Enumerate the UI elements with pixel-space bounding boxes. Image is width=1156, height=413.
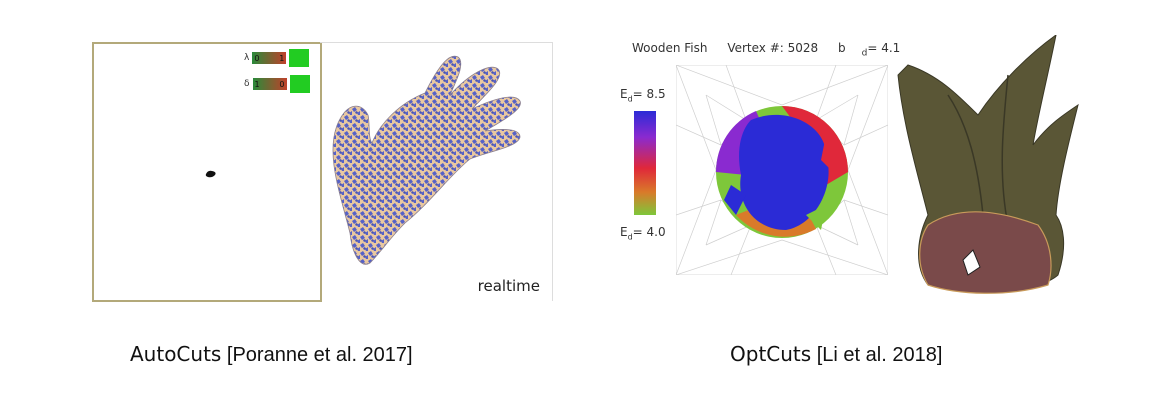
- lambda-swatch: [289, 49, 310, 67]
- optcuts-method-name: OptCuts: [730, 342, 812, 366]
- colorbar-min-subscript: d: [627, 232, 633, 242]
- model-name: Wooden Fish: [632, 41, 708, 55]
- colorbar-max-symbol: E: [620, 87, 628, 101]
- lambda-param-row: λ 0 1: [244, 49, 310, 67]
- colorbar-gradient: [634, 111, 656, 215]
- delta-slider-min: 1: [254, 79, 260, 89]
- colorbar-min-symbol: E: [620, 225, 628, 239]
- uv-chart-blob: [205, 170, 216, 178]
- distortion-bound-subscript: d: [861, 48, 868, 59]
- optcuts-citation: [Li et al. 2018]: [816, 344, 943, 366]
- optcuts-caption: OptCuts [Li et al. 2018]: [730, 342, 942, 367]
- optcuts-figure: Wooden Fish Vertex #: 5028 b d= 4.1 Ed= 8…: [600, 35, 1100, 300]
- uv-mesh-render: [676, 65, 888, 275]
- lambda-slider-max: 1: [279, 53, 285, 63]
- lambda-slider-min: 0: [254, 53, 260, 63]
- autocuts-citation: [Poranne et al. 2017]: [226, 344, 413, 366]
- distortion-bound: b d= 4.1: [838, 41, 916, 59]
- colorbar-min-label: Ed= 4.0: [620, 225, 666, 241]
- uv-parameterization-panel: λ 0 1 δ 1 0: [92, 42, 322, 302]
- autocuts-figure: λ 0 1 δ 1 0: [92, 42, 553, 302]
- distortion-bound-symbol: b: [838, 41, 846, 55]
- fish-3d-render: [897, 35, 1079, 294]
- delta-param-row: δ 1 0: [244, 75, 310, 93]
- colorbar-min-value: = 4.0: [632, 225, 666, 239]
- colorbar-max-subscript: d: [627, 94, 633, 104]
- hand-3d-viewport: realtime: [320, 42, 553, 301]
- lambda-slider[interactable]: 0 1: [252, 52, 287, 64]
- lambda-symbol: λ: [244, 53, 250, 63]
- autocuts-method-name: AutoCuts: [130, 342, 222, 366]
- delta-slider-max: 0: [279, 79, 285, 89]
- vertex-count: Vertex #: 5028: [727, 41, 819, 55]
- delta-symbol: δ: [244, 79, 250, 89]
- delta-slider[interactable]: 1 0: [252, 78, 287, 90]
- colorbar-max-value: = 8.5: [632, 87, 666, 101]
- realtime-label: realtime: [477, 277, 540, 295]
- hand-mesh-render: [332, 55, 521, 265]
- colorbar-max-label: Ed= 8.5: [620, 87, 666, 103]
- autocuts-caption: AutoCuts [Poranne et al. 2017]: [130, 342, 413, 367]
- model-info-header: Wooden Fish Vertex #: 5028 b d= 4.1: [632, 41, 932, 58]
- distortion-bound-value: = 4.1: [867, 41, 901, 55]
- delta-swatch: [289, 75, 310, 93]
- distortion-colorbar: Ed= 8.5 Ed= 4.0: [610, 87, 670, 247]
